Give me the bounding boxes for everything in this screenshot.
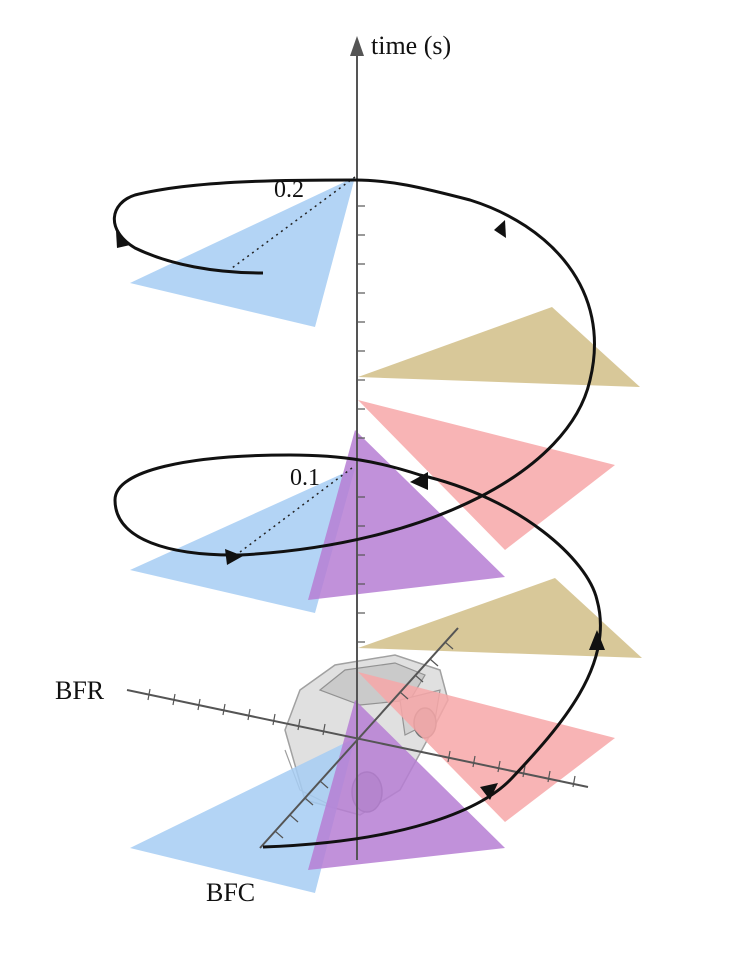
bfr-axis-label: BFR	[55, 676, 105, 705]
time-axis-label: time (s)	[371, 31, 451, 60]
tan-fov-t0	[358, 578, 642, 658]
bfc-blue-fov-t02	[130, 177, 355, 327]
bfr-axis-ticks	[147, 688, 576, 788]
bfc-axis-line	[259, 627, 459, 849]
tick-label-02: 0.2	[274, 177, 304, 203]
tick-label-01: 0.1	[290, 465, 320, 491]
spiral-arrow-upper-left	[116, 231, 130, 248]
bfc-blue-fov-t0	[130, 738, 355, 893]
time-axis	[350, 36, 365, 860]
spiral-arrow-right-rising	[589, 630, 605, 650]
time-axis-arrowhead	[350, 36, 364, 56]
spiral-arrow-upper-right	[494, 220, 506, 238]
bfc-blue-fov-t01	[130, 468, 355, 613]
spiral-arrow-lower-right	[480, 783, 498, 800]
bfc-axis-ticks	[274, 641, 454, 839]
dotted-radius-t01	[231, 467, 353, 559]
tan-fov-t01	[358, 307, 640, 387]
spiral-arrow-mid-right	[410, 472, 428, 490]
bfr-red-fov-t0	[358, 672, 615, 822]
bfc-axis-label: BFC	[206, 878, 255, 907]
bfr-red-fov-t01	[358, 400, 615, 550]
time-axis-ticks	[357, 205, 365, 643]
dotted-radius-t02	[231, 176, 356, 269]
spiral-arrow-mid-left	[225, 549, 243, 565]
